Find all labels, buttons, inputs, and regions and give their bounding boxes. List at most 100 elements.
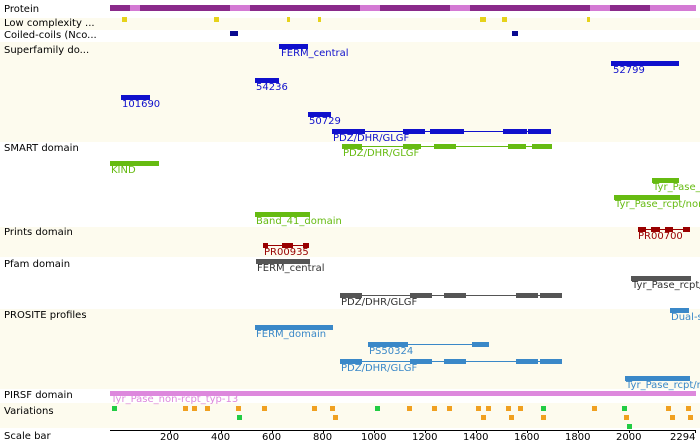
coiled-coil-region[interactable] <box>230 31 238 36</box>
variation-marker[interactable] <box>666 406 671 411</box>
pirsf-domain[interactable] <box>110 391 696 396</box>
variation-marker[interactable] <box>627 424 632 429</box>
low-complexity-region[interactable] <box>318 17 321 22</box>
prints-motif[interactable] <box>665 227 673 232</box>
prosite-label: FERM_domain <box>256 329 327 340</box>
prosite-domain-ps50324[interactable] <box>472 342 489 347</box>
variation-marker[interactable] <box>624 415 629 420</box>
superfamily-domain-pdz[interactable] <box>503 129 527 134</box>
prosite-domain-pdz[interactable] <box>444 359 466 364</box>
prosite-domain-pdz[interactable] <box>340 359 362 364</box>
low-complexity-region[interactable] <box>122 17 127 22</box>
low-complexity-region[interactable] <box>502 17 507 22</box>
smart-domain-band41[interactable] <box>255 212 310 217</box>
smart-domain-kind[interactable] <box>110 161 159 166</box>
variation-marker[interactable] <box>375 406 380 411</box>
low-complexity-region[interactable] <box>287 17 290 22</box>
smart-domain-pdz[interactable] <box>532 144 552 149</box>
smart-domain-tyr-pase[interactable] <box>652 178 679 183</box>
prints-motif[interactable] <box>651 227 660 232</box>
prosite-domain-tyr-pase[interactable] <box>625 376 690 381</box>
pfam-domain-pdz[interactable] <box>444 293 466 298</box>
variation-marker[interactable] <box>670 415 675 420</box>
variation-marker[interactable] <box>262 406 267 411</box>
superfamily-label: 54236 <box>256 82 288 93</box>
variation-marker[interactable] <box>476 406 481 411</box>
pfam-domain-ferm-central[interactable] <box>256 259 310 264</box>
scale-tick-mark <box>170 430 171 433</box>
variation-marker[interactable] <box>183 406 188 411</box>
pfam-domain-pdz[interactable] <box>340 293 362 298</box>
prosite-domain-pdz[interactable] <box>516 359 538 364</box>
variation-marker[interactable] <box>486 406 491 411</box>
superfamily-label: PDZ/DHR/GLGF <box>333 133 410 144</box>
prints-motif[interactable] <box>683 227 690 232</box>
low-complexity-region[interactable] <box>587 17 590 22</box>
variation-marker[interactable] <box>622 406 627 411</box>
pfam-domain-tyr-pase[interactable] <box>631 276 691 281</box>
band-superfamily <box>0 42 700 142</box>
smart-domain-pdz[interactable] <box>508 144 526 149</box>
prints-motif[interactable] <box>282 243 293 248</box>
variation-marker[interactable] <box>407 406 412 411</box>
variation-marker[interactable] <box>541 415 546 420</box>
prosite-domain-ps50324[interactable] <box>368 342 408 347</box>
superfamily-domain-50729[interactable] <box>308 112 331 117</box>
band-low-complexity <box>0 18 700 30</box>
variation-marker[interactable] <box>192 406 197 411</box>
variation-marker[interactable] <box>506 406 511 411</box>
prosite-domain-pdz[interactable] <box>540 359 562 364</box>
smart-domain-tyr-pase-rcpt[interactable] <box>614 195 680 200</box>
variation-marker[interactable] <box>112 406 117 411</box>
prosite-domain-ferm[interactable] <box>255 325 333 330</box>
superfamily-domain-101690[interactable] <box>121 95 150 100</box>
pfam-domain-pdz[interactable] <box>410 293 432 298</box>
pfam-domain-pdz[interactable] <box>516 293 538 298</box>
smart-domain-pdz[interactable] <box>342 144 362 149</box>
variation-marker[interactable] <box>447 406 452 411</box>
variation-marker[interactable] <box>333 415 338 420</box>
scale-tick-mark <box>629 430 630 433</box>
prints-motif[interactable] <box>638 227 646 232</box>
superfamily-domain-pdz[interactable] <box>430 129 464 134</box>
variation-marker[interactable] <box>432 406 437 411</box>
scale-tick-label: 1000 <box>361 432 387 443</box>
low-complexity-region[interactable] <box>480 17 486 22</box>
superfamily-domain-54236[interactable] <box>255 78 279 83</box>
prints-motif[interactable] <box>303 243 309 248</box>
track-label-pirsf: PIRSF domain <box>4 390 73 401</box>
smart-domain-pdz[interactable] <box>434 144 456 149</box>
protein-bar-dark-segment <box>110 5 130 11</box>
prints-motif[interactable] <box>263 243 268 248</box>
scale-tick-label: 1600 <box>514 432 540 443</box>
track-label-variations: Variations <box>4 406 54 417</box>
coiled-coil-region[interactable] <box>512 31 518 36</box>
prosite-domain-dual[interactable] <box>670 308 689 313</box>
variation-marker[interactable] <box>236 406 241 411</box>
superfamily-domain-pdz[interactable] <box>528 129 551 134</box>
variation-marker[interactable] <box>686 406 691 411</box>
prosite-domain-pdz[interactable] <box>410 359 432 364</box>
variation-marker[interactable] <box>330 406 335 411</box>
smart-domain-pdz[interactable] <box>403 144 421 149</box>
variation-marker[interactable] <box>688 415 693 420</box>
variation-marker[interactable] <box>518 406 523 411</box>
variation-marker[interactable] <box>481 415 486 420</box>
superfamily-label: 52799 <box>613 65 645 76</box>
prints-label: PR00700 <box>638 231 683 242</box>
variation-marker[interactable] <box>541 406 546 411</box>
band-smart <box>0 142 700 227</box>
variation-marker[interactable] <box>237 415 242 420</box>
variation-marker[interactable] <box>312 406 317 411</box>
superfamily-domain-pdz[interactable] <box>403 129 425 134</box>
variation-marker[interactable] <box>592 406 597 411</box>
superfamily-domain-52799[interactable] <box>611 61 679 66</box>
protein-bar[interactable] <box>110 5 696 11</box>
low-complexity-region[interactable] <box>214 17 219 22</box>
variation-marker[interactable] <box>509 415 514 420</box>
pfam-domain-pdz[interactable] <box>540 293 562 298</box>
track-label-prosite: PROSITE profiles <box>4 310 87 321</box>
variation-marker[interactable] <box>205 406 210 411</box>
superfamily-domain-ferm-central[interactable] <box>279 44 308 49</box>
superfamily-domain-pdz[interactable] <box>332 129 365 134</box>
